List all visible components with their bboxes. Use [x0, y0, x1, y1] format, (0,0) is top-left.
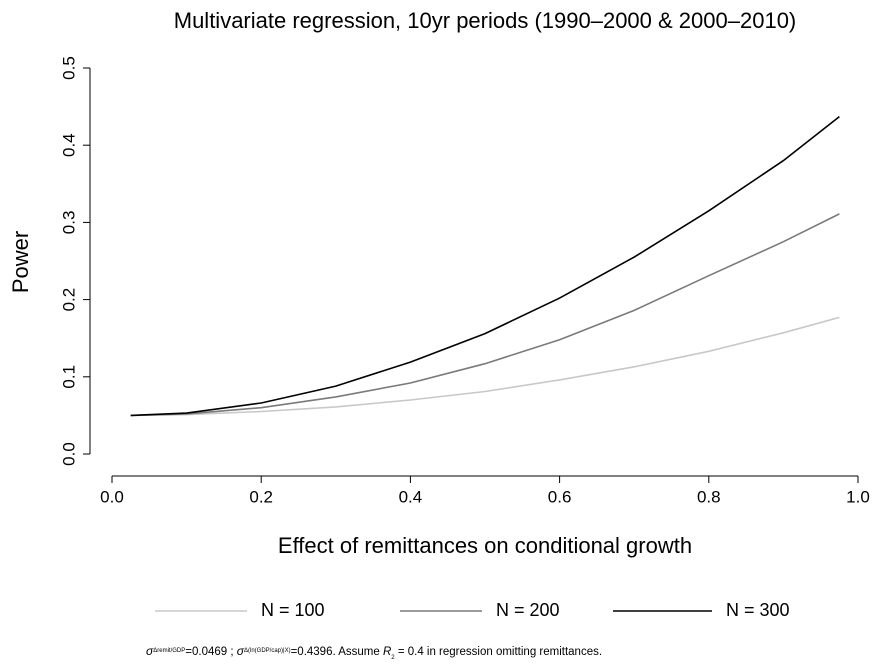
- footnote-part: 2: [391, 655, 395, 661]
- footnote-part: σ: [237, 644, 245, 658]
- footnote-part: Δremit/GDP: [153, 648, 185, 654]
- legend-label: N = 300: [726, 600, 790, 620]
- footnote-part: =0.0469 ;: [185, 646, 236, 658]
- footnote-part: σ: [146, 644, 154, 658]
- footnote-part: =0.4396. Assume: [291, 646, 383, 658]
- y-tick-label: 0.0: [59, 442, 78, 466]
- footnote-part: Δ(ln(GDP/cap)|X): [244, 648, 291, 654]
- y-tick-label: 0.2: [59, 288, 78, 312]
- x-tick-label: 0.8: [697, 487, 721, 506]
- data-line: [130, 316, 840, 417]
- y-tick-label: 0.1: [59, 365, 78, 389]
- y-tick-label: 0.5: [59, 56, 78, 80]
- x-tick-label: 0.0: [100, 487, 124, 506]
- data-line: [130, 213, 840, 417]
- data-line: [130, 115, 840, 417]
- x-tick-label: 0.4: [399, 487, 423, 506]
- footnote: σΔremit/GDP=0.0469 ; σΔ(ln(GDP/cap)|X)=0…: [146, 644, 602, 660]
- legend-label: N = 100: [261, 600, 325, 620]
- y-tick-label: 0.4: [59, 133, 78, 157]
- legend-label: N = 200: [496, 600, 560, 620]
- x-tick-label: 0.6: [548, 487, 572, 506]
- x-tick-label: 1.0: [846, 487, 870, 506]
- x-axis-label: Effect of remittances on conditional gro…: [278, 533, 692, 558]
- y-axis-label: Power: [8, 231, 33, 293]
- footnote-part: = 0.4 in regression omitting remittances…: [395, 646, 602, 658]
- y-tick-label: 0.3: [59, 211, 78, 235]
- x-tick-label: 0.2: [249, 487, 273, 506]
- footnote-part: R: [383, 646, 391, 658]
- chart-title: Multivariate regression, 10yr periods (1…: [174, 8, 797, 33]
